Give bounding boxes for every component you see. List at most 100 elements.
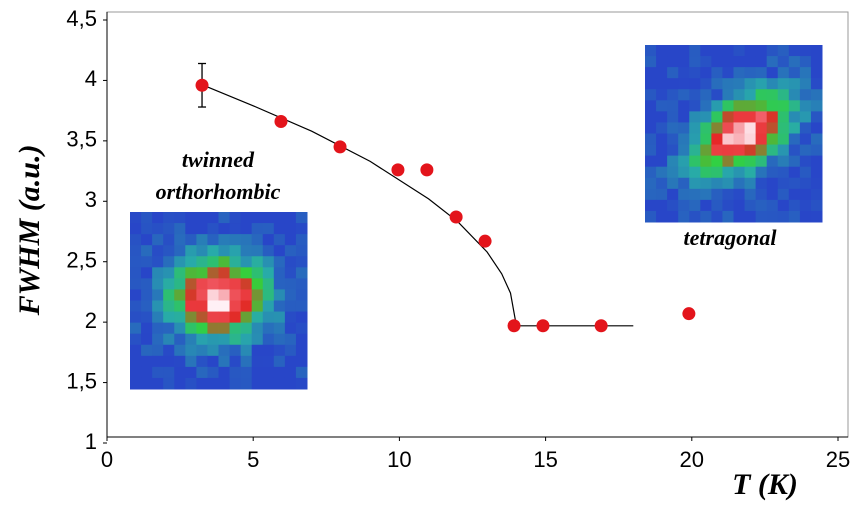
inset-pixel — [196, 245, 208, 257]
inset-pixel — [767, 145, 779, 157]
inset-pixel — [811, 78, 823, 90]
annotation: orthorhombic — [156, 179, 281, 204]
inset-pixel — [196, 345, 208, 357]
inset-pixel — [285, 367, 297, 379]
inset-pixel — [745, 178, 757, 190]
inset-pixel — [800, 200, 812, 212]
inset-pixel — [219, 312, 231, 324]
inset-pixel — [296, 301, 308, 313]
inset-pixel — [689, 56, 701, 68]
inset-pixel — [163, 301, 175, 313]
inset-pixel — [241, 378, 253, 390]
inset-pixel — [756, 200, 768, 212]
inset-pixel — [800, 189, 812, 201]
inset-pixel — [285, 278, 297, 290]
inset-pixel — [667, 145, 679, 157]
inset-pixel — [285, 301, 297, 313]
inset-pixel — [756, 189, 768, 201]
point — [196, 79, 209, 92]
inset-pixel — [711, 122, 723, 134]
inset-pixel — [219, 356, 231, 368]
inset-pixel — [711, 189, 723, 201]
inset-pixel — [689, 200, 701, 212]
inset-pixel — [185, 345, 197, 357]
inset-pixel — [152, 345, 164, 357]
inset-pixel — [678, 100, 690, 112]
inset-pixel — [711, 178, 723, 190]
inset-pixel — [656, 145, 668, 157]
inset-pixel — [756, 111, 768, 123]
inset-pixel — [130, 234, 142, 246]
x-tick-label: 0 — [101, 447, 113, 472]
inset-pixel — [711, 167, 723, 179]
inset-pixel — [296, 289, 308, 301]
inset-pixel — [219, 378, 231, 390]
inset-pixel — [745, 134, 757, 146]
inset-pixel — [811, 67, 823, 79]
inset-pixel — [811, 211, 823, 223]
inset-pixel — [667, 78, 679, 90]
inset-pixel — [263, 301, 275, 313]
inset-pixel — [656, 167, 668, 179]
inset-pixel — [174, 278, 186, 290]
inset-pixel — [778, 178, 790, 190]
inset-pixel — [130, 301, 142, 313]
x-tick-label: 10 — [387, 447, 411, 472]
inset-pixel — [722, 156, 734, 168]
inset-pixel — [767, 189, 779, 201]
inset-pixel — [700, 100, 712, 112]
inset-pixel — [252, 245, 264, 257]
inset-pixel — [130, 278, 142, 290]
inset-pixel — [778, 167, 790, 179]
point — [508, 319, 521, 332]
inset-pixel — [274, 223, 286, 235]
inset-pixel — [230, 378, 242, 390]
inset-pixel — [196, 223, 208, 235]
inset-pixel — [667, 189, 679, 201]
y-tick-label: 1,5 — [66, 368, 97, 393]
inset-pixel — [174, 234, 186, 246]
inset-pixel — [196, 301, 208, 313]
inset-pixel — [174, 212, 186, 224]
inset-pixel — [285, 245, 297, 257]
y-axis-label: FWHM (a.u.) — [13, 145, 46, 317]
inset-pixel — [252, 312, 264, 324]
inset-pixel — [152, 234, 164, 246]
inset-pixel — [700, 178, 712, 190]
inset-pixel — [252, 267, 264, 279]
x-tick-label: 5 — [247, 447, 259, 472]
inset-pixel — [678, 56, 690, 68]
inset-pixel — [130, 356, 142, 368]
inset-pixel — [789, 100, 801, 112]
inset-pixel — [645, 178, 657, 190]
inset-pixel — [263, 256, 275, 268]
inset-pixel — [767, 67, 779, 79]
inset-pixel — [645, 111, 657, 123]
inset-pixel — [778, 89, 790, 101]
inset-pixel — [722, 200, 734, 212]
inset-pixel — [800, 145, 812, 157]
inset-pixel — [241, 223, 253, 235]
inset-pixel — [789, 200, 801, 212]
inset-pixel — [789, 178, 801, 190]
inset-pixel — [811, 156, 823, 168]
inset-pixel — [274, 256, 286, 268]
inset-pixel — [141, 289, 153, 301]
inset-pixel — [756, 78, 768, 90]
inset-pixel — [700, 67, 712, 79]
inset-pixel — [130, 223, 142, 235]
page: twinned orthorhombic tetragonal T (K) FW… — [0, 0, 856, 514]
inset-pixel — [196, 378, 208, 390]
inset-pixel — [645, 122, 657, 134]
inset-pixel — [163, 378, 175, 390]
inset-pixel — [163, 367, 175, 379]
inset-pixel — [700, 45, 712, 57]
inset-pixel — [711, 45, 723, 57]
inset-pixel — [252, 223, 264, 235]
inset-pixel — [219, 323, 231, 335]
inset-pixel — [274, 267, 286, 279]
inset-pixel — [700, 167, 712, 179]
inset-pixel — [174, 345, 186, 357]
inset-pixel — [141, 234, 153, 246]
inset-pixel — [800, 56, 812, 68]
